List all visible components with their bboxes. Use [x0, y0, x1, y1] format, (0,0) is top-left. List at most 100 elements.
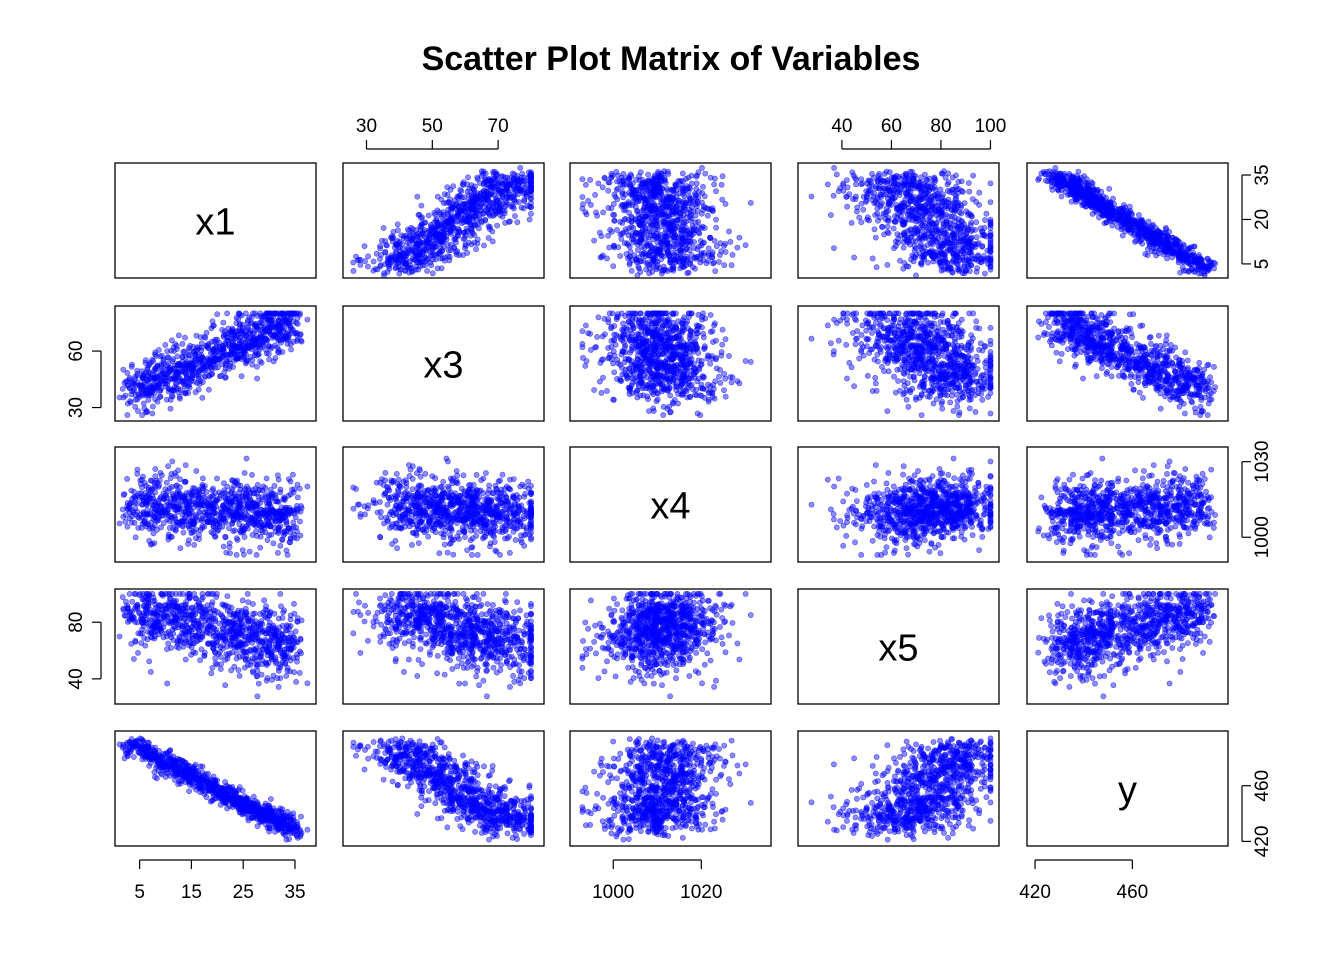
- data-point: [685, 210, 692, 217]
- data-point: [965, 180, 972, 186]
- data-point: [1200, 261, 1206, 268]
- data-point: [854, 204, 861, 211]
- data-point: [830, 192, 837, 199]
- data-point: [628, 213, 635, 220]
- data-point: [145, 396, 152, 403]
- data-point: [492, 195, 499, 202]
- data-point: [1054, 170, 1061, 177]
- data-point: [294, 336, 301, 343]
- data-point: [279, 310, 285, 317]
- data-point: [270, 358, 277, 365]
- data-point: [987, 180, 994, 187]
- data-point: [175, 374, 181, 380]
- data-point: [1041, 170, 1048, 177]
- data-point: [1181, 248, 1187, 255]
- data-point: [122, 392, 129, 399]
- data-point: [276, 349, 282, 356]
- data-point: [695, 229, 702, 236]
- data-point: [283, 336, 290, 343]
- data-point: [1109, 222, 1116, 229]
- data-point: [257, 334, 264, 341]
- data-point: [380, 225, 387, 231]
- data-point: [945, 240, 951, 247]
- data-point: [199, 394, 206, 401]
- data-point: [910, 193, 917, 200]
- data-point: [642, 253, 649, 259]
- data-point: [707, 206, 714, 213]
- data-point: [828, 212, 834, 218]
- data-point: [364, 263, 371, 270]
- data-point: [230, 364, 236, 370]
- data-point: [1094, 188, 1100, 195]
- data-point: [873, 264, 880, 271]
- data-point: [681, 202, 688, 208]
- data-point: [899, 200, 905, 207]
- data-point: [397, 248, 403, 255]
- data-point: [615, 172, 621, 179]
- data-point: [872, 234, 879, 241]
- data-point: [1163, 229, 1169, 236]
- data-point: [665, 170, 672, 177]
- data-point: [1183, 258, 1190, 265]
- data-point: [175, 332, 182, 339]
- data-point: [502, 178, 509, 184]
- data-point: [290, 318, 297, 325]
- data-point: [879, 223, 885, 230]
- data-point: [433, 217, 439, 224]
- data-point: [712, 175, 718, 182]
- data-point: [425, 212, 432, 219]
- data-point: [683, 228, 690, 235]
- data-point: [172, 341, 179, 347]
- data-point: [135, 408, 141, 414]
- data-point: [382, 249, 388, 256]
- data-point: [528, 184, 534, 191]
- data-point: [489, 238, 496, 245]
- data-point: [480, 195, 487, 202]
- data-point: [357, 261, 364, 268]
- data-point: [140, 383, 147, 390]
- data-point: [644, 184, 650, 191]
- data-point: [624, 240, 630, 247]
- data-point: [495, 208, 502, 215]
- data-point: [528, 203, 534, 210]
- data-point: [669, 217, 676, 224]
- data-point: [1131, 230, 1138, 237]
- data-point: [471, 186, 477, 193]
- data-point: [879, 200, 885, 206]
- data-point: [377, 263, 384, 270]
- data-point: [614, 185, 621, 192]
- data-point: [149, 410, 156, 417]
- data-point: [871, 190, 878, 197]
- data-point: [119, 385, 126, 392]
- data-point: [421, 234, 428, 241]
- data-point: [722, 375, 729, 382]
- data-point: [664, 187, 671, 194]
- data-point: [283, 316, 290, 323]
- data-point: [646, 228, 653, 235]
- data-point: [170, 356, 177, 363]
- data-point: [647, 242, 654, 249]
- data-point: [968, 235, 974, 242]
- data-point: [181, 378, 187, 385]
- data-point: [202, 334, 209, 341]
- data-point: [456, 252, 463, 258]
- data-point: [619, 230, 625, 237]
- data-point: [514, 219, 521, 226]
- data-point: [474, 240, 481, 247]
- data-point: [238, 342, 245, 349]
- data-point: [1126, 203, 1133, 210]
- data-point: [1153, 252, 1160, 259]
- data-point: [211, 356, 218, 363]
- data-point: [871, 226, 878, 233]
- data-point: [511, 205, 517, 212]
- data-point: [186, 376, 193, 382]
- panel-x1-vs-x3: [342, 162, 545, 279]
- data-point: [610, 200, 617, 207]
- data-point: [660, 218, 666, 225]
- data-point: [521, 198, 528, 204]
- data-point: [429, 270, 436, 277]
- data-point: [372, 266, 379, 272]
- data-point: [693, 185, 700, 192]
- data-point: [952, 200, 959, 207]
- data-point: [885, 217, 892, 224]
